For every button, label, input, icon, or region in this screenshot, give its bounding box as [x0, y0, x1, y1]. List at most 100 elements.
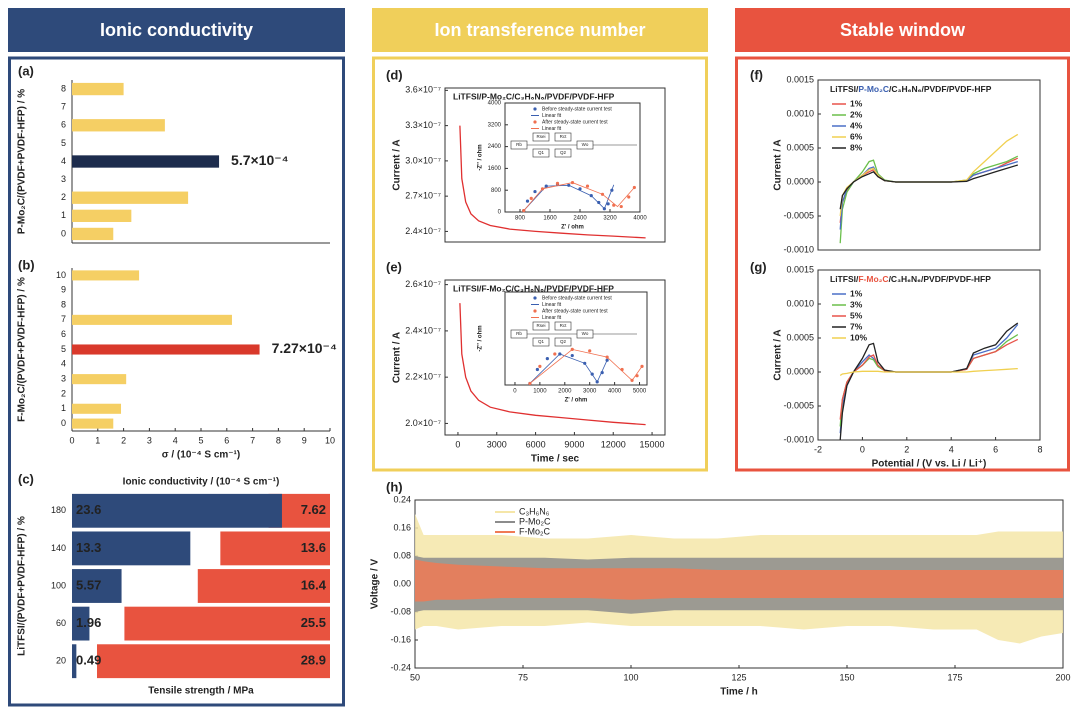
- circuit-label: Rb: [516, 142, 522, 147]
- plot-frame: [444, 87, 666, 243]
- legend-label: 5%: [850, 310, 863, 320]
- x-tick-label: 12000: [601, 439, 626, 449]
- data-label: 0.49: [76, 653, 101, 668]
- plot-frame: [817, 79, 1041, 251]
- x-tick-label: 5000: [633, 389, 647, 395]
- bar: [72, 418, 114, 429]
- circuit-element: [532, 148, 550, 158]
- bar: [220, 531, 330, 566]
- chart-title: LiTFSI/F-Mo₂C/C₃H₆N₆/PVDF/PVDF-HFP: [830, 274, 991, 284]
- y-tick-label: 6: [61, 329, 66, 339]
- y-tick-label: 7: [61, 314, 66, 324]
- bar: [72, 155, 220, 168]
- y-tick-label: 0.0005: [786, 142, 814, 152]
- y-tick-label: 4: [61, 359, 66, 369]
- y-tick-label: 0: [61, 418, 66, 428]
- y-tick-label: 0.0010: [786, 108, 814, 118]
- legend-swatch: [533, 107, 537, 111]
- circuit-element: [576, 140, 594, 150]
- line: [839, 338, 1019, 420]
- y-tick-label: 4000: [488, 101, 502, 107]
- y-axis-label: -Z'' / ohm: [478, 144, 484, 170]
- x-tick-label: 7: [250, 435, 255, 445]
- line: [839, 157, 1019, 223]
- x-tick-label: 4000: [608, 389, 622, 395]
- y-tick-label: 3: [61, 174, 66, 184]
- x-tick-label: 3000: [487, 439, 507, 449]
- y-tick-label: 140: [51, 543, 66, 553]
- panel-label: (d): [386, 67, 403, 82]
- header-box: [8, 8, 345, 52]
- point: [529, 196, 533, 200]
- legend-label: 2%: [850, 109, 863, 119]
- y-tick-label: 2.7×10⁻⁷: [405, 191, 441, 201]
- legend-label: Linear fit: [542, 302, 562, 308]
- x-axis-label: Time / h: [720, 687, 758, 698]
- annotation: 5.7×10⁻⁴: [231, 152, 289, 168]
- x-tick-label: 1000: [533, 389, 547, 395]
- x-tick-label: 3200: [603, 216, 617, 222]
- x-axis-label: Potential / (V vs. Li / Li⁺): [872, 459, 987, 470]
- bar: [72, 119, 165, 132]
- y-tick-label: 180: [51, 505, 66, 515]
- point: [533, 189, 537, 194]
- y-tick-label: 0.0000: [786, 366, 814, 376]
- axis-title: Ionic conductivity / (10⁻⁴ S cm⁻¹): [123, 477, 280, 488]
- legend-label: P-Mo₂C: [519, 516, 551, 526]
- x-tick-label: 15000: [640, 439, 665, 449]
- x-tick-label: 200: [1055, 672, 1070, 682]
- bar: [72, 531, 191, 566]
- panel-label: (g): [750, 259, 767, 274]
- point: [553, 352, 557, 356]
- y-tick-label: 100: [51, 580, 66, 590]
- y-tick-label: 0: [61, 228, 66, 238]
- y-axis-label: F-Mo₂C/(PVDF+PVDF-HFP) / %: [17, 277, 28, 422]
- circuit-label: Rsei: [536, 134, 545, 139]
- point: [545, 357, 549, 361]
- panel-border: [735, 56, 1070, 472]
- legend-swatch: [533, 120, 537, 124]
- y-tick-label: 2.4×10⁻⁷: [405, 226, 441, 236]
- legend-label: Linear fit: [542, 315, 562, 321]
- circuit-label: Wo: [582, 142, 589, 147]
- x-tick-label: 0: [455, 439, 460, 449]
- y-tick-label: 800: [491, 188, 502, 194]
- y-tick-label: 8: [61, 299, 66, 309]
- y-tick-label: 0.16: [393, 522, 411, 532]
- y-tick-label: 2400: [488, 144, 502, 150]
- y-tick-label: 0: [498, 210, 502, 216]
- legend-label: 4%: [850, 120, 863, 130]
- x-axis-label: Time / sec: [531, 454, 580, 465]
- y-tick-label: 1: [61, 403, 66, 413]
- y-axis-label: -Z'' / ohm: [478, 325, 484, 351]
- y-tick-label: 0.0005: [786, 332, 814, 342]
- panel-label: (e): [386, 259, 402, 274]
- y-tick-label: 0.0015: [786, 264, 814, 274]
- y-tick-label: 0.0000: [786, 176, 814, 186]
- y-axis-label: P-Mo₂C/(PVDF+PVDF-HFP) / %: [17, 89, 28, 234]
- panel-label: (a): [18, 63, 34, 78]
- x-tick-label: 8: [276, 435, 281, 445]
- point: [605, 358, 609, 362]
- y-tick-label: 2.6×10⁻⁷: [405, 279, 441, 289]
- plot-frame: [444, 279, 666, 436]
- data-label: 23.6: [76, 502, 101, 517]
- bar: [72, 270, 140, 281]
- y-tick-label: 60: [56, 618, 66, 628]
- y-tick-label: 2.2×10⁻⁷: [405, 372, 441, 382]
- x-tick-label: 175: [947, 672, 962, 682]
- bar: [72, 644, 77, 679]
- x-tick-label: 75: [518, 672, 528, 682]
- y-tick-label: 2: [61, 388, 66, 398]
- legend-label: 8%: [850, 142, 863, 152]
- data-label: 7.62: [301, 502, 326, 517]
- x-tick-label: -2: [814, 444, 822, 454]
- x-tick-label: 5: [198, 435, 203, 445]
- x-tick-label: 125: [731, 672, 746, 682]
- point: [619, 204, 623, 209]
- x-tick-label: 10: [325, 435, 335, 445]
- point: [578, 187, 582, 191]
- x-tick-label: 9: [302, 435, 307, 445]
- legend-label: Linear fit: [542, 126, 562, 132]
- panel-border: [8, 56, 345, 707]
